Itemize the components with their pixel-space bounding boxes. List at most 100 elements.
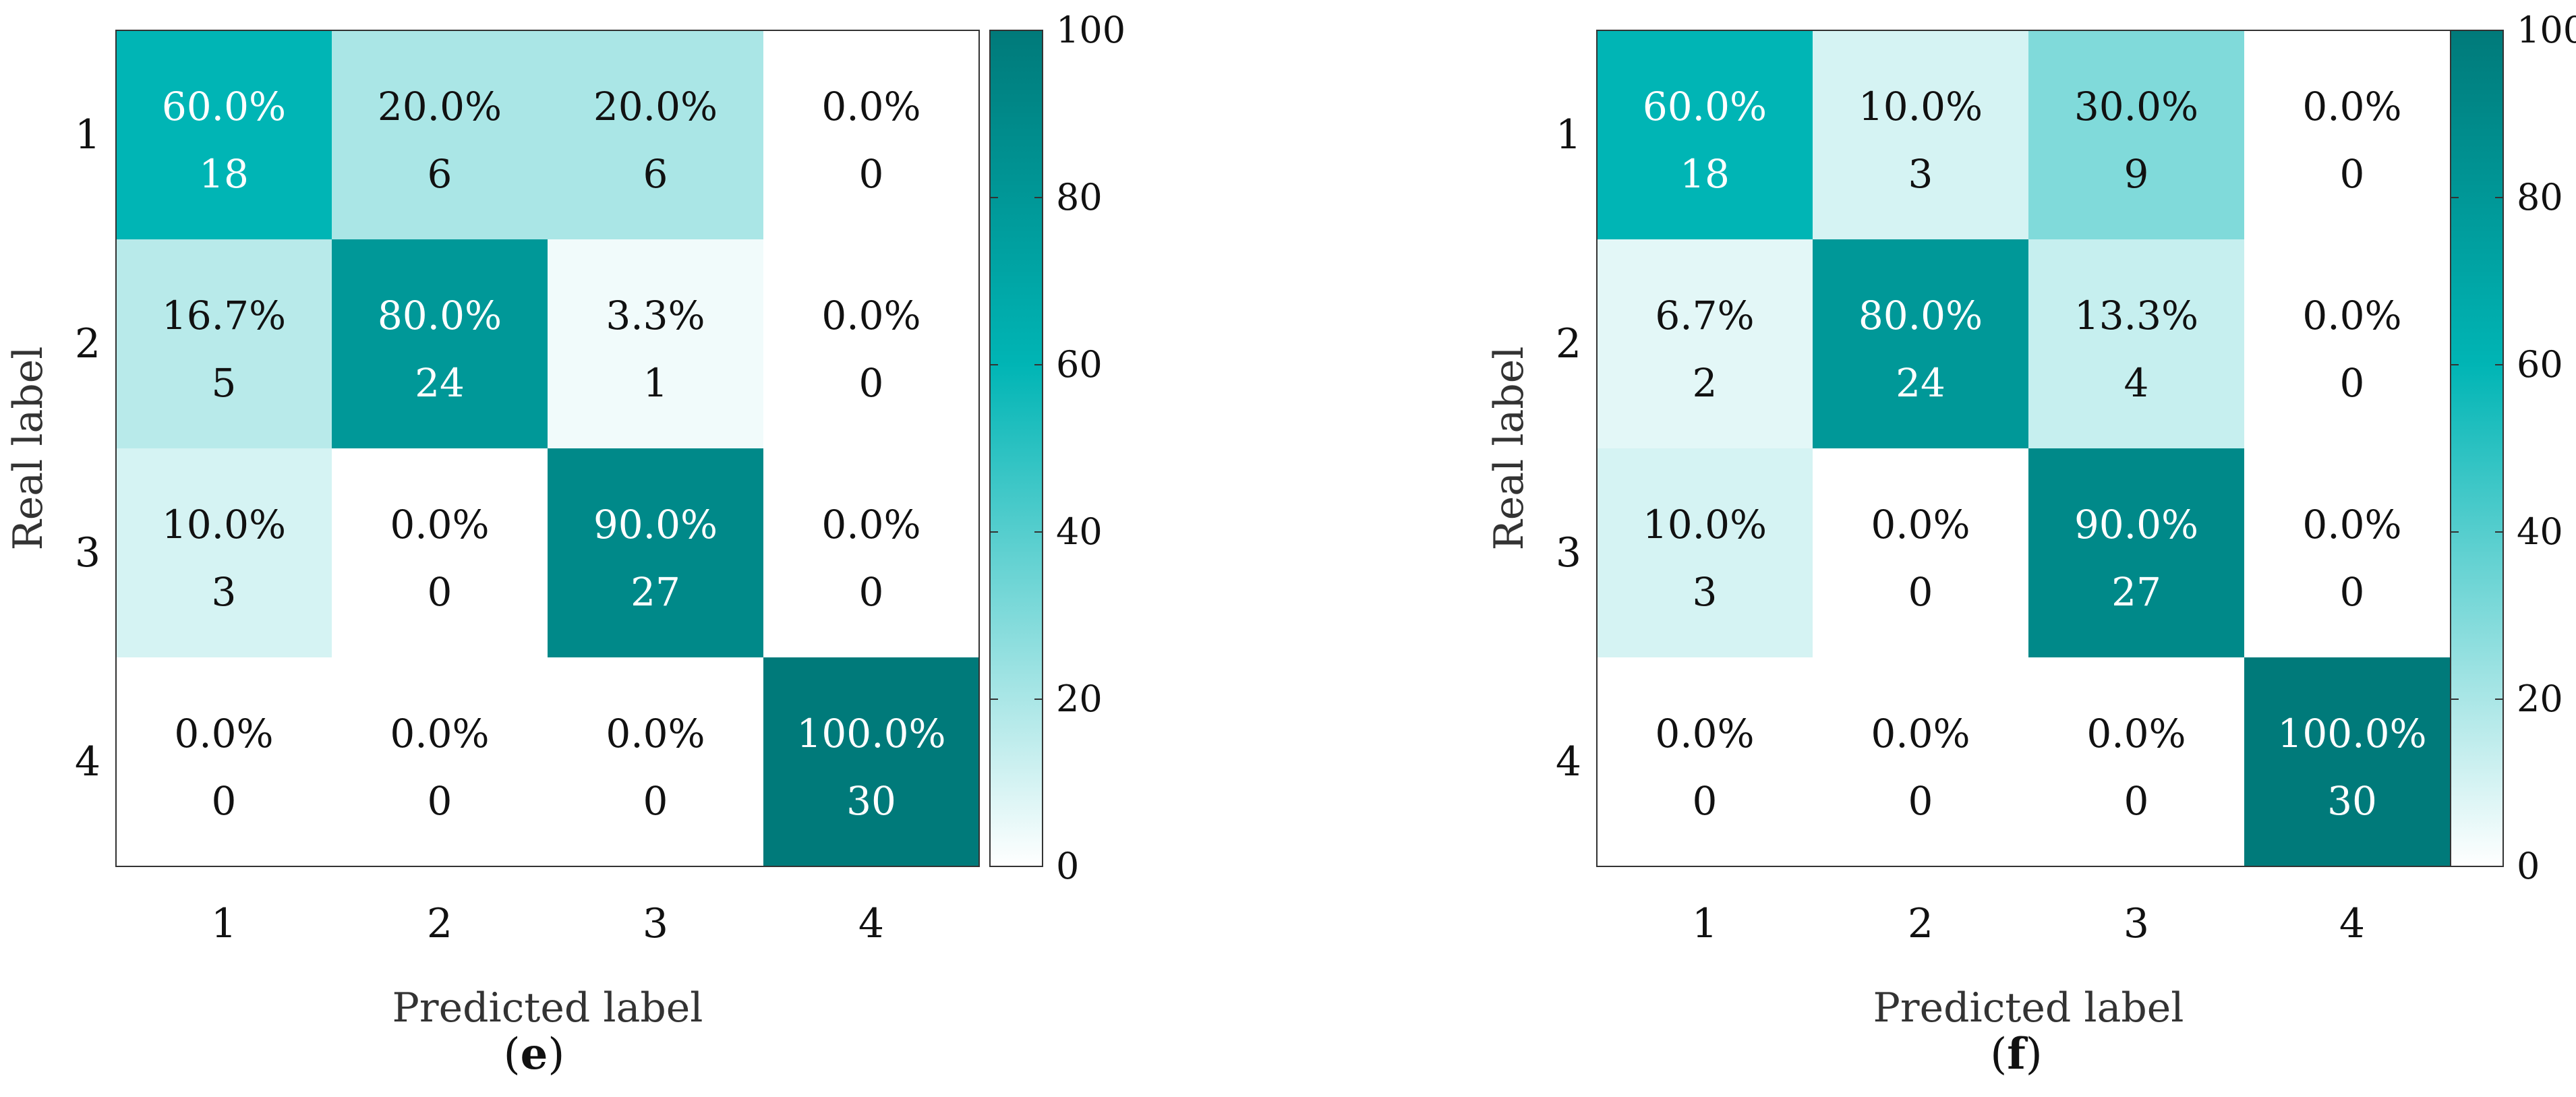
- y-tick-label: 3: [1556, 529, 1581, 576]
- matrix-cell: [1813, 239, 2028, 448]
- cell-percent-label: 80.0%: [1858, 293, 1983, 338]
- cell-percent-label: 0.0%: [1655, 711, 1754, 757]
- cell-percent-label: 0.0%: [2302, 502, 2401, 547]
- colorbar: [2450, 30, 2504, 867]
- cell-count-label: 0: [428, 778, 452, 824]
- cell-count-label: 30: [2327, 778, 2377, 824]
- cell-percent-label: 0.0%: [2302, 293, 2401, 338]
- matrix-cell: [116, 239, 332, 448]
- cell-count-label: 4: [2124, 360, 2149, 406]
- matrix-cell: [2028, 30, 2244, 239]
- cell-percent-label: 0.0%: [390, 711, 489, 757]
- matrix-cell: [2244, 239, 2460, 448]
- cell-count-label: 6: [428, 151, 452, 197]
- matrix-cell: [763, 30, 979, 239]
- cell-percent-label: 60.0%: [1643, 84, 1767, 129]
- matrix-cell: [332, 30, 548, 239]
- matrix-cell: [548, 657, 763, 866]
- y-tick-label: 1: [1556, 111, 1581, 158]
- cell-percent-label: 0.0%: [390, 502, 489, 547]
- cell-percent-label: 20.0%: [593, 84, 718, 129]
- cell-percent-label: 0.0%: [1871, 502, 1970, 547]
- matrix-cell: [1597, 30, 1813, 239]
- matrix-cell: [1597, 239, 1813, 448]
- cell-count-label: 0: [859, 151, 884, 197]
- colorbar-tick-label: 100: [1056, 9, 1125, 51]
- matrix-cell: [1813, 657, 2028, 866]
- panel-label: (f): [1990, 1029, 2042, 1079]
- matrix-cell: [548, 448, 763, 657]
- cell-percent-label: 30.0%: [2074, 84, 2198, 129]
- x-axis-label: Predicted label: [1873, 984, 2184, 1032]
- matrix-cell: [763, 448, 979, 657]
- cell-count-label: 0: [2340, 151, 2365, 197]
- colorbar-tick-label: 20: [2517, 678, 2563, 720]
- x-tick-label: 4: [2339, 900, 2365, 947]
- cell-percent-label: 6.7%: [1655, 293, 1754, 338]
- matrix-cell: [332, 239, 548, 448]
- cell-count-label: 3: [1908, 151, 1933, 197]
- cell-count-label: 1: [643, 360, 668, 406]
- matrix-cell: [2028, 657, 2244, 866]
- cell-count-label: 6: [643, 151, 668, 197]
- matrix-cell: [2244, 657, 2460, 866]
- colorbar-tick-label: 40: [2517, 510, 2563, 553]
- cell-count-label: 24: [1896, 360, 1945, 406]
- colorbar-tick-label: 60: [1056, 343, 1103, 386]
- cell-count-label: 9: [2124, 151, 2149, 197]
- x-tick-label: 4: [858, 900, 884, 947]
- colorbar-tick-label: 100: [2517, 9, 2576, 51]
- x-tick-label: 3: [2124, 900, 2149, 947]
- cell-count-label: 2: [1693, 360, 1718, 406]
- cell-count-label: 0: [643, 778, 668, 824]
- cell-count-label: 0: [859, 360, 884, 406]
- matrix-cell: [116, 448, 332, 657]
- matrix-cell: [548, 239, 763, 448]
- cell-count-label: 27: [2111, 569, 2161, 615]
- colorbar-tick-label: 0: [1056, 845, 1079, 887]
- confusion-matrix-f: 60.0%1810.0%330.0%90.0%06.7%280.0%2413.3…: [1486, 9, 2576, 1079]
- y-tick-label: 4: [75, 738, 100, 785]
- y-tick-label: 3: [75, 529, 100, 576]
- y-tick-label: 2: [1556, 320, 1581, 367]
- cell-percent-label: 0.0%: [821, 502, 920, 547]
- cell-percent-label: 0.0%: [2302, 84, 2401, 129]
- y-tick-label: 4: [1556, 738, 1581, 785]
- cell-count-label: 0: [2340, 360, 2365, 406]
- cell-count-label: 27: [631, 569, 680, 615]
- colorbar-tick-label: 80: [1056, 176, 1103, 218]
- cell-count-label: 3: [1693, 569, 1718, 615]
- cell-count-label: 18: [199, 151, 249, 197]
- matrix-cell: [1597, 657, 1813, 866]
- x-tick-label: 1: [1692, 900, 1718, 947]
- cell-percent-label: 10.0%: [162, 502, 286, 547]
- cell-count-label: 0: [212, 778, 237, 824]
- colorbar-tick-label: 80: [2517, 176, 2563, 218]
- matrix-cell: [2028, 448, 2244, 657]
- cell-percent-label: 60.0%: [162, 84, 286, 129]
- colorbar-tick-label: 20: [1056, 678, 1103, 720]
- cell-percent-label: 90.0%: [593, 502, 718, 547]
- cell-count-label: 0: [1908, 569, 1933, 615]
- matrix-cell: [1597, 448, 1813, 657]
- cell-count-label: 0: [2124, 778, 2149, 824]
- matrix-cell: [116, 30, 332, 239]
- matrix-cell: [332, 448, 548, 657]
- x-tick-label: 1: [211, 900, 237, 947]
- cell-percent-label: 3.3%: [606, 293, 705, 338]
- matrix-cell: [763, 657, 979, 866]
- cell-count-label: 5: [212, 360, 237, 406]
- matrix-cell: [548, 30, 763, 239]
- cell-percent-label: 0.0%: [2086, 711, 2186, 757]
- cell-count-label: 0: [859, 569, 884, 615]
- cell-percent-label: 10.0%: [1643, 502, 1767, 547]
- cell-percent-label: 13.3%: [2074, 293, 2198, 338]
- cell-percent-label: 0.0%: [606, 711, 705, 757]
- y-axis-label: Real label: [1486, 347, 1533, 551]
- x-tick-label: 2: [1908, 900, 1933, 947]
- y-axis-label: Real label: [5, 347, 52, 551]
- cell-percent-label: 0.0%: [174, 711, 273, 757]
- cell-count-label: 30: [846, 778, 896, 824]
